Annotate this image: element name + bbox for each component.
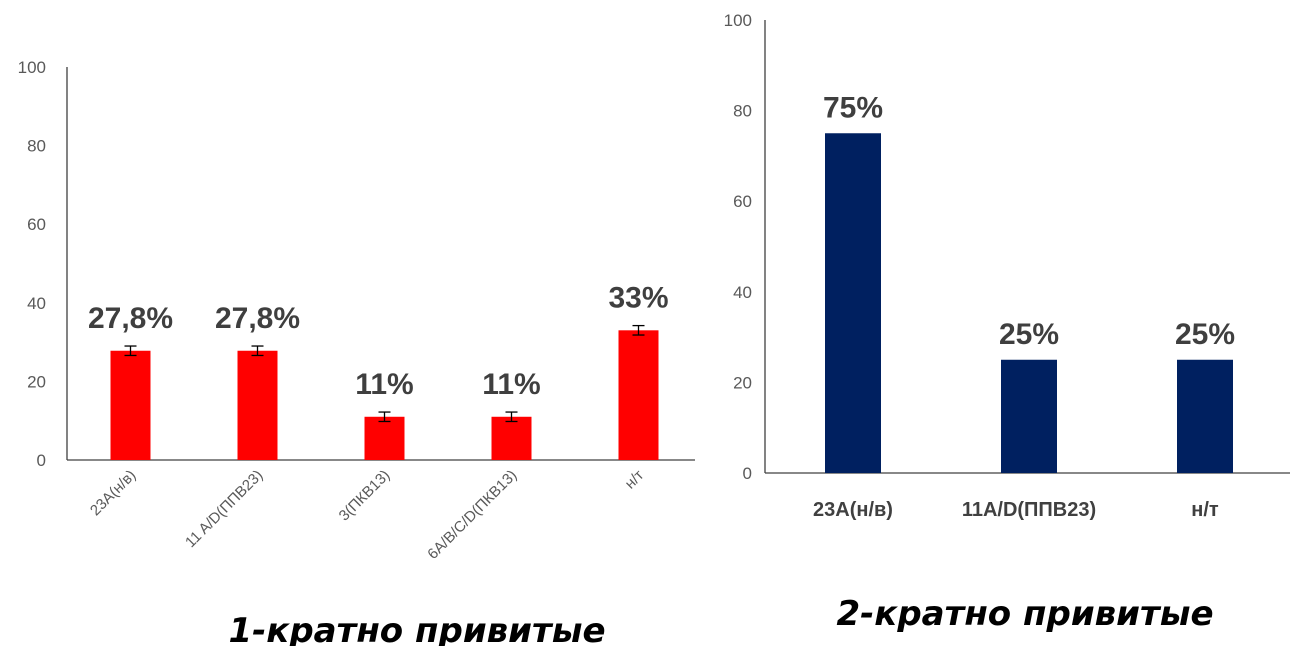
data-label: 11% xyxy=(482,368,540,401)
x-tick-label: 11A/D(ППВ23) xyxy=(962,499,1096,521)
bar xyxy=(237,350,278,460)
y-tick-label: 0 xyxy=(37,451,46,470)
data-label: 11% xyxy=(355,368,413,401)
bar xyxy=(1177,359,1233,473)
y-tick-label: 100 xyxy=(18,58,46,77)
y-tick-label: 60 xyxy=(27,215,46,234)
bar xyxy=(364,416,405,460)
chart-2-twice-vaccinated: 0 20 40 60 80 100 75% 23A(н/в) 25% 11A/D(ППВ23) 25… xyxy=(724,11,1290,634)
data-label: 27,8% xyxy=(215,302,300,335)
chart-1-once-vaccinated: 0 20 40 60 80 100 27,8% 23A(н/в) 27,8% 11 A/D(ППВ… xyxy=(18,58,695,646)
bar xyxy=(491,416,532,460)
chart-title: 2-кратно привитые xyxy=(836,594,1213,634)
y-tick-label: 20 xyxy=(27,372,46,391)
x-tick-label: 3(ПКВ13) xyxy=(336,467,394,525)
y-tick-label: 100 xyxy=(724,11,752,30)
x-tick-label: 23A(н/в) xyxy=(813,499,893,521)
data-label: 75% xyxy=(823,91,883,124)
bar xyxy=(825,133,881,473)
y-tick-label: 80 xyxy=(27,137,46,156)
y-tick-label: 40 xyxy=(733,283,752,302)
data-label: 33% xyxy=(608,282,668,315)
data-label: 25% xyxy=(999,318,1059,351)
x-tick-label: 23A(н/в) xyxy=(87,467,139,519)
y-tick-label: 40 xyxy=(27,294,46,313)
x-tick-label: 11 A/D(ППВ23) xyxy=(182,467,266,551)
bar xyxy=(110,350,151,460)
x-tick-label: н/т xyxy=(1191,499,1219,521)
data-label: 25% xyxy=(1175,318,1235,351)
chart-title: 1-кратно привитые xyxy=(228,611,605,646)
y-tick-label: 80 xyxy=(733,102,752,121)
x-tick-label: 6A/B/C/D(ПКВ13) xyxy=(424,467,520,563)
y-tick-label: 0 xyxy=(743,464,752,483)
bar xyxy=(618,330,659,460)
data-label: 27,8% xyxy=(88,302,173,335)
x-tick-label: н/т xyxy=(622,467,648,493)
y-tick-label: 20 xyxy=(733,373,752,392)
bar xyxy=(1001,359,1057,473)
y-tick-label: 60 xyxy=(733,192,752,211)
